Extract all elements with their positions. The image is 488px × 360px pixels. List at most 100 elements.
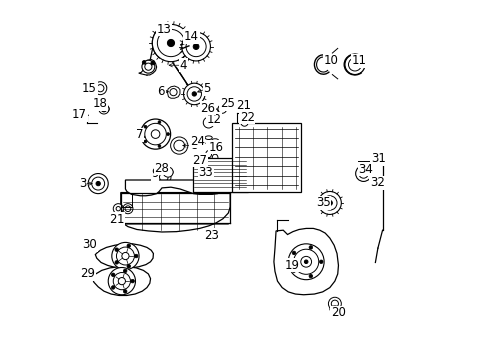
Circle shape [88,174,108,194]
Ellipse shape [205,150,211,158]
Circle shape [182,32,210,61]
Circle shape [304,260,307,264]
Circle shape [287,244,324,280]
Text: 29: 29 [80,267,95,280]
Circle shape [157,30,184,57]
Circle shape [92,177,104,190]
Circle shape [355,166,371,181]
Circle shape [204,160,210,166]
Circle shape [99,104,109,114]
Circle shape [203,158,212,168]
Circle shape [348,58,361,71]
Text: 33: 33 [198,166,213,179]
Circle shape [292,251,295,255]
Ellipse shape [99,105,109,113]
Circle shape [358,169,367,178]
Polygon shape [95,244,153,268]
Circle shape [318,192,341,215]
Circle shape [293,249,318,274]
Circle shape [169,89,177,96]
Text: 2: 2 [109,213,117,226]
Circle shape [134,254,138,258]
Text: 9: 9 [151,167,158,180]
Circle shape [144,63,152,70]
Circle shape [142,60,155,73]
Text: 13: 13 [156,23,171,36]
Circle shape [192,92,196,96]
Circle shape [209,108,218,117]
Circle shape [101,106,106,112]
Circle shape [122,204,133,214]
Text: 21: 21 [236,99,251,112]
Text: 15: 15 [82,82,97,95]
Circle shape [151,130,160,138]
Circle shape [300,256,311,267]
Text: 5: 5 [203,82,210,95]
Circle shape [151,61,154,65]
Circle shape [163,167,173,177]
Text: 34: 34 [358,163,372,176]
Circle shape [158,121,161,123]
Polygon shape [139,59,156,75]
Circle shape [170,137,187,154]
Ellipse shape [211,139,218,142]
Text: 24: 24 [189,135,204,148]
Polygon shape [92,267,150,296]
Circle shape [140,119,170,149]
Circle shape [143,140,146,143]
Text: 30: 30 [82,238,97,251]
Text: 23: 23 [203,229,219,242]
Circle shape [326,201,332,206]
Circle shape [193,44,199,49]
Circle shape [203,117,214,128]
Circle shape [322,196,336,210]
Circle shape [127,265,130,268]
Circle shape [308,274,312,278]
Text: 7: 7 [136,128,143,141]
Bar [192,158,247,192]
Circle shape [328,297,341,310]
Circle shape [378,156,386,163]
Text: 11: 11 [351,54,366,67]
Text: 16: 16 [208,140,223,153]
Text: 20: 20 [330,306,345,319]
Circle shape [113,204,123,214]
Text: 14: 14 [183,30,199,43]
Text: 35: 35 [315,197,330,210]
Circle shape [115,261,118,264]
Circle shape [116,207,120,211]
Circle shape [112,242,139,270]
Circle shape [125,206,131,212]
Circle shape [183,83,204,105]
Circle shape [152,24,189,62]
Ellipse shape [204,136,212,139]
Circle shape [208,174,214,179]
Circle shape [118,278,125,285]
Text: 22: 22 [240,111,254,124]
Circle shape [187,87,201,101]
Text: 31: 31 [371,152,386,165]
Circle shape [127,244,130,248]
Circle shape [158,145,161,148]
Ellipse shape [163,169,173,175]
Circle shape [123,289,127,293]
Text: 18: 18 [93,98,107,111]
Text: 4: 4 [180,59,187,72]
Ellipse shape [203,119,213,126]
Text: 28: 28 [154,162,169,175]
Circle shape [142,60,145,64]
Circle shape [166,133,169,135]
Text: 10: 10 [323,54,338,67]
Bar [231,123,301,192]
Circle shape [108,267,135,295]
Circle shape [122,252,129,260]
Circle shape [131,279,134,283]
Circle shape [115,248,118,252]
Polygon shape [121,193,230,232]
Ellipse shape [329,306,339,312]
Text: 25: 25 [220,98,234,111]
Text: 27: 27 [192,154,207,167]
Circle shape [241,119,247,126]
Circle shape [111,273,115,276]
Circle shape [96,181,100,186]
